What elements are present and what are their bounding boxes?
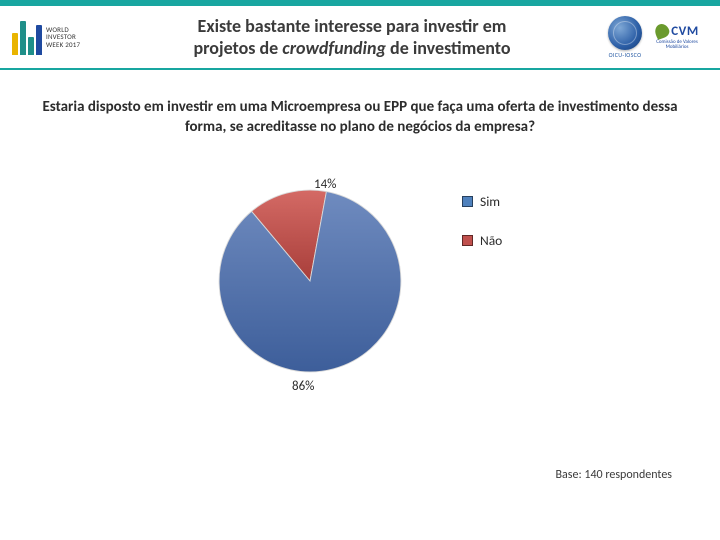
title-line-2-em: crowdfunding [282,37,386,59]
title-line-2-post: de investimento [386,37,511,59]
wiw-logo: WORLD INVESTOR WEEK 2017 [12,13,108,61]
legend-label-nao: Não [480,232,502,249]
cvm-logo: CVM Comissão de Valores Mobiliários [646,24,708,51]
iosco-logo: OICU-IOSCO [608,16,642,59]
title-line-2: projetos de crowdfunding de investimento [116,37,588,59]
leaf-icon [653,22,671,40]
wiw-bar [36,25,42,55]
legend-item-nao: Não [462,232,502,249]
legend-swatch-sim [462,196,473,207]
wiw-logo-caption: WORLD INVESTOR WEEK 2017 [46,26,80,48]
cvm-text: CVM [671,24,698,39]
right-logos: OICU-IOSCO CVM Comissão de Valores Mobil… [596,13,708,61]
pie-svg [210,181,410,381]
question-subtitle: Estaria disposto em investir em uma Micr… [36,98,684,137]
wiw-bar [28,37,34,55]
legend-item-sim: Sim [462,193,502,210]
cvm-logo-top: CVM [655,24,698,39]
legend: Sim Não [462,193,502,271]
wiw-logo-bars [12,19,42,55]
base-caption: Base: 140 respondentes [556,468,672,482]
wiw-bar [20,21,26,55]
pie-wrap: 14%86% [210,181,410,381]
legend-swatch-nao [462,235,473,246]
header: WORLD INVESTOR WEEK 2017 Existe bastante… [0,6,720,70]
wiw-bar [12,33,18,55]
pie-chart: 14%86% SimNão [80,161,640,431]
iosco-label: OICU-IOSCO [609,51,642,59]
title-line-2-pre: projetos de [193,37,282,59]
title-line-1: Existe bastante interesse para investir … [116,15,588,37]
wiw-caption-line: WEEK 2017 [46,41,80,48]
page-title: Existe bastante interesse para investir … [108,15,596,59]
pie-label-nao: 14% [314,177,336,192]
globe-icon [608,16,642,50]
cvm-subtext: Comissão de Valores Mobiliários [646,40,708,51]
pie-label-sim: 86% [292,379,314,394]
legend-label-sim: Sim [480,193,500,210]
